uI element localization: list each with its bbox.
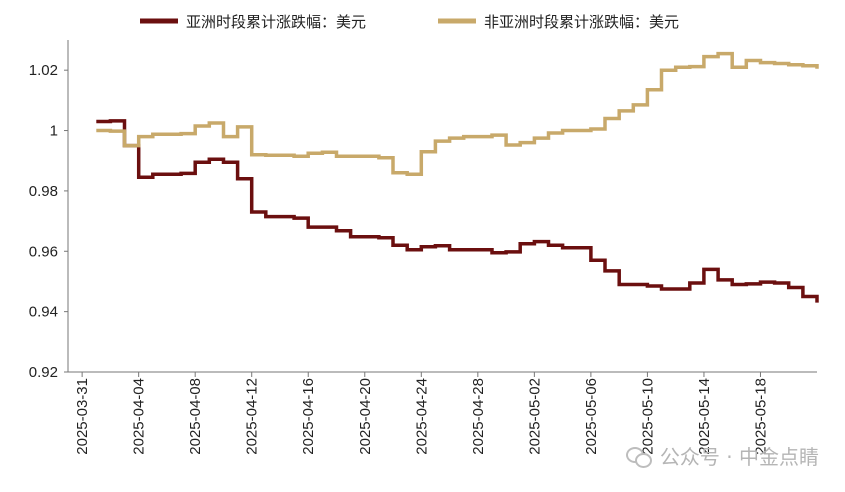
series-lines xyxy=(96,51,819,303)
x-tick-label-10: 2025-05-10 xyxy=(639,378,656,455)
y-tick-label-4: 1 xyxy=(50,123,58,140)
x-tick-label-7: 2025-04-28 xyxy=(470,378,487,455)
watermark: 公众号 · 中金点睛 xyxy=(625,441,819,470)
x-tick-label-1: 2025-04-04 xyxy=(131,378,148,455)
y-tick-label-2: 0.96 xyxy=(29,243,58,260)
x-axis: 2025-03-31 2025-04-04 2025-04-08 2025-04-12… xyxy=(68,371,817,455)
legend-label-1: 亚洲时段累计涨跌幅：美元 xyxy=(186,13,366,31)
y-tick-label-5: 1.02 xyxy=(29,62,58,79)
x-tick-label-5: 2025-04-20 xyxy=(357,378,374,455)
y-tick-label-1: 0.94 xyxy=(29,304,58,321)
wechat-icon xyxy=(625,445,652,468)
y-axis: 0.92 0.94 0.96 0.98 1 1.02 xyxy=(29,40,69,381)
series-line-2 xyxy=(96,51,819,177)
legend-label-2: 非亚洲时段累计涨跌幅：美元 xyxy=(484,13,679,31)
series-line-1 xyxy=(96,119,819,303)
watermark-text: 公众号 · 中金点睛 xyxy=(659,445,819,469)
x-tick-label-12: 2025-05-18 xyxy=(752,378,769,455)
x-tick-label-11: 2025-05-14 xyxy=(696,378,713,455)
x-tick-label-0: 2025-03-31 xyxy=(74,378,91,455)
x-tick-label-4: 2025-04-16 xyxy=(300,378,317,455)
x-tick-label-3: 2025-04-12 xyxy=(244,378,261,455)
x-tick-label-8: 2025-05-02 xyxy=(526,378,543,455)
legend: 亚洲时段累计涨跌幅：美元 非亚洲时段累计涨跌幅：美元 xyxy=(140,13,679,31)
x-tick-label-9: 2025-05-06 xyxy=(583,378,600,455)
x-tick-label-2: 2025-04-08 xyxy=(187,378,204,455)
y-tick-label-0: 0.92 xyxy=(29,364,58,381)
x-tick-label-6: 2025-04-24 xyxy=(413,378,430,455)
y-tick-label-3: 0.98 xyxy=(29,183,58,200)
